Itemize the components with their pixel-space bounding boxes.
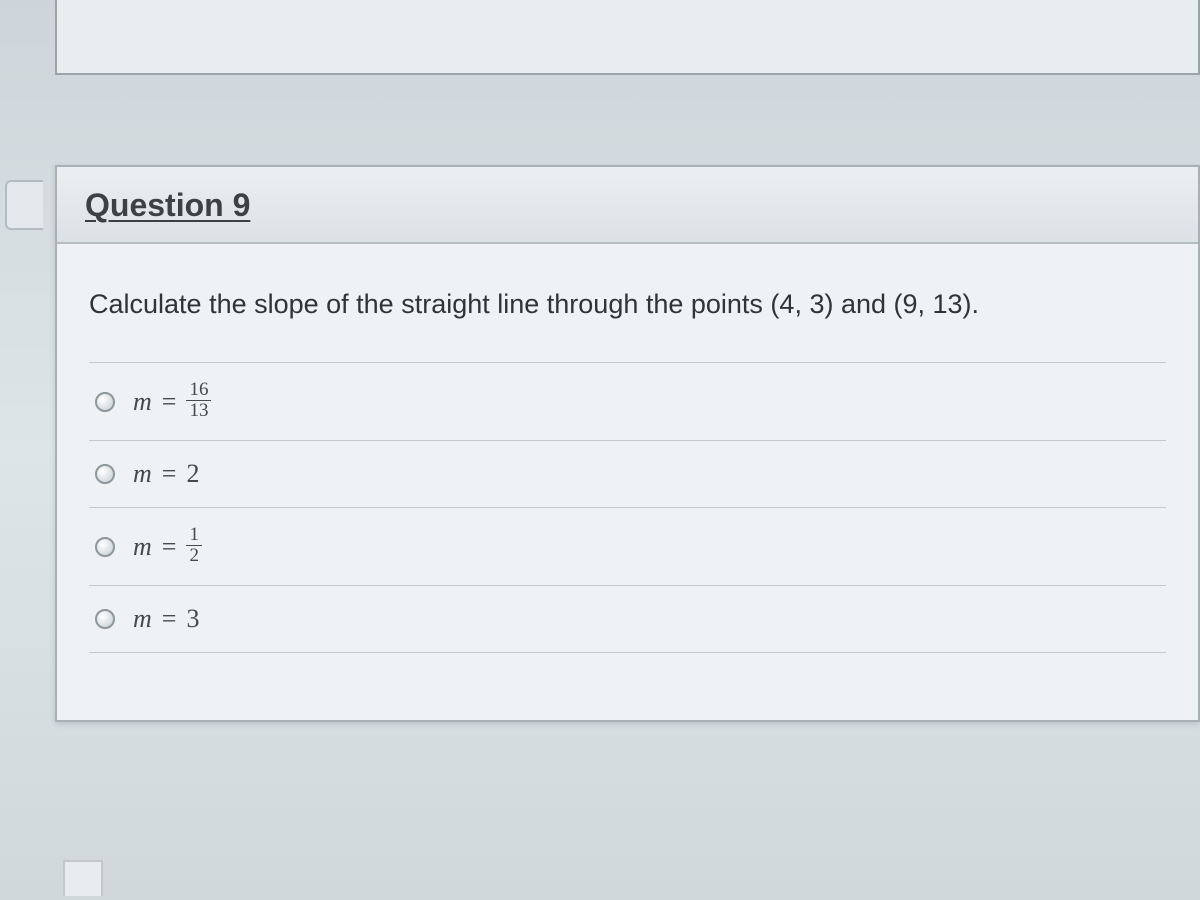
answer-option-1[interactable]: m = 16 13 xyxy=(89,362,1166,440)
question-body: Calculate the slope of the straight line… xyxy=(57,244,1198,720)
equals-sign: = xyxy=(162,604,177,634)
answer-options: m = 16 13 m = 2 m xyxy=(89,362,1166,652)
question-header: Question 9 xyxy=(57,167,1198,244)
radio-icon[interactable] xyxy=(95,392,115,412)
option-value: 3 xyxy=(186,604,199,634)
fraction-numerator: 16 xyxy=(186,380,211,400)
card-footer-spacer xyxy=(89,652,1166,692)
fraction-numerator: 1 xyxy=(186,525,202,545)
equals-sign: = xyxy=(162,387,177,417)
question-card: Question 9 Calculate the slope of the st… xyxy=(55,165,1200,722)
equals-sign: = xyxy=(162,532,177,562)
answer-option-2[interactable]: m = 2 xyxy=(89,440,1166,507)
question-prompt: Calculate the slope of the straight line… xyxy=(89,286,1166,322)
question-title: Question 9 xyxy=(85,187,250,223)
fraction: 16 13 xyxy=(186,380,211,421)
radio-icon[interactable] xyxy=(95,609,115,629)
option-1-label: m = 16 13 xyxy=(133,381,211,422)
option-2-label: m = 2 xyxy=(133,459,199,489)
math-variable: m xyxy=(133,387,152,417)
next-card-fragment xyxy=(63,860,103,896)
fraction-denominator: 13 xyxy=(186,400,211,421)
radio-icon[interactable] xyxy=(95,537,115,557)
option-value: 2 xyxy=(186,459,199,489)
math-variable: m xyxy=(133,604,152,634)
answer-option-4[interactable]: m = 3 xyxy=(89,585,1166,652)
radio-icon[interactable] xyxy=(95,464,115,484)
fraction-denominator: 2 xyxy=(186,545,202,566)
equals-sign: = xyxy=(162,459,177,489)
math-variable: m xyxy=(133,459,152,489)
option-3-label: m = 1 2 xyxy=(133,526,202,567)
option-4-label: m = 3 xyxy=(133,604,199,634)
answer-option-3[interactable]: m = 1 2 xyxy=(89,507,1166,585)
fraction: 1 2 xyxy=(186,525,202,566)
question-nav-marker[interactable] xyxy=(5,180,43,230)
math-variable: m xyxy=(133,532,152,562)
previous-question-card-fragment xyxy=(55,0,1200,75)
